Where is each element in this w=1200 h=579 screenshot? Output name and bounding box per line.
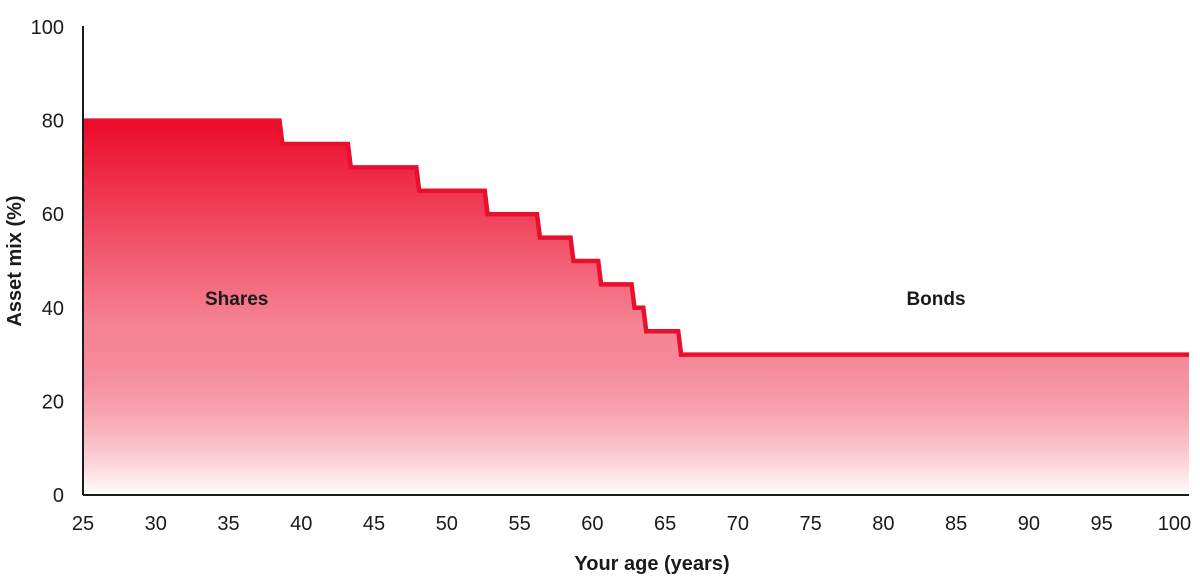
x-tick-label: 80 <box>872 513 894 535</box>
x-tick-label: 55 <box>508 513 530 535</box>
area-layer <box>83 118 1189 495</box>
bonds-region-label: Bonds <box>906 289 965 310</box>
y-tick-label: 40 <box>42 298 64 320</box>
x-tick-label: 60 <box>581 513 603 535</box>
x-tick-label: 95 <box>1091 513 1113 535</box>
x-tick-label: 75 <box>800 513 822 535</box>
y-tick-label: 0 <box>53 485 64 507</box>
x-tick-label: 90 <box>1018 513 1040 535</box>
x-tick-label: 35 <box>217 513 239 535</box>
x-tick-label: 85 <box>945 513 967 535</box>
y-tick-label: 60 <box>42 204 64 226</box>
x-tick-label: 100 <box>1158 513 1191 535</box>
y-tick-label: 20 <box>42 391 64 413</box>
y-tick-label: 100 <box>31 17 64 39</box>
x-tick-label: 45 <box>363 513 385 535</box>
x-tick-label: 40 <box>290 513 312 535</box>
x-tick-label: 30 <box>145 513 167 535</box>
y-axis-title: Asset mix (%) <box>4 195 26 326</box>
x-tick-label: 70 <box>727 513 749 535</box>
glide-path-line <box>83 118 1189 357</box>
x-tick-label: 25 <box>72 513 94 535</box>
axis-layer <box>82 26 1189 496</box>
y-tick-label: 80 <box>42 111 64 133</box>
x-axis-title: Your age (years) <box>574 553 729 575</box>
shares-region-label: Shares <box>205 289 268 310</box>
x-tick-label: 65 <box>654 513 676 535</box>
x-tick-label: 50 <box>436 513 458 535</box>
tick-layer: 25 30 35 40 45 50 55 60 65 70 75 80 85 90 95 100 0 20 40 60… <box>31 17 1192 535</box>
